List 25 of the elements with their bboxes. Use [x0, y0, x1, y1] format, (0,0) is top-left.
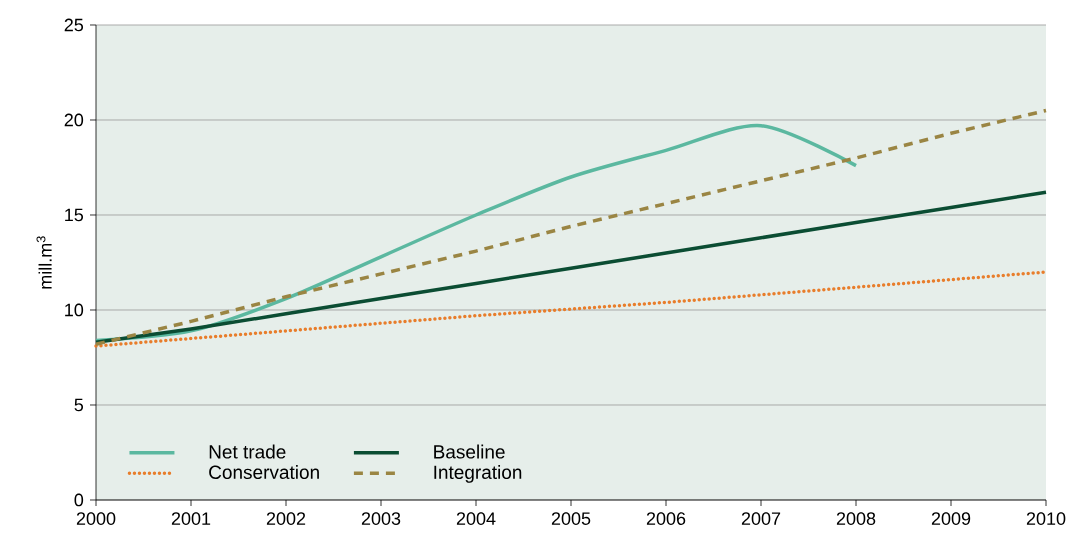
x-tick-label: 2000 [76, 512, 116, 525]
y-axis-title: mill.m$^{3}$ [36, 236, 52, 289]
legend-label: Conservation [209, 465, 319, 480]
x-tick-label: 2005 [551, 512, 591, 525]
x-tick-label: 2004 [456, 512, 496, 525]
line-series [94, 190, 1048, 345]
legend-label: Baseline [434, 444, 505, 459]
y-tick-label: 20 [64, 113, 84, 127]
legend-label: Integration [434, 465, 522, 483]
x-tick-label: 2002 [266, 512, 306, 525]
legend-label: Net trade [209, 444, 286, 459]
y-tick-label: 10 [65, 303, 84, 317]
y-tick-label: 15 [65, 208, 84, 222]
y-tick-label: 0 [74, 493, 84, 507]
x-tick-label: 2001 [171, 512, 211, 525]
x-tick-label: 2007 [741, 512, 781, 525]
y-tick-label: 5 [74, 398, 84, 412]
line-series [94, 108, 1048, 346]
x-tick-label: 2003 [361, 512, 401, 525]
x-tick-label: 2010 [1026, 512, 1066, 525]
line-series [94, 270, 1048, 348]
x-tick-label: 2006 [646, 512, 686, 525]
y-tick-label: 25 [64, 18, 84, 32]
x-tick-label: 2008 [836, 512, 876, 525]
x-tick-label: 2009 [931, 512, 971, 525]
